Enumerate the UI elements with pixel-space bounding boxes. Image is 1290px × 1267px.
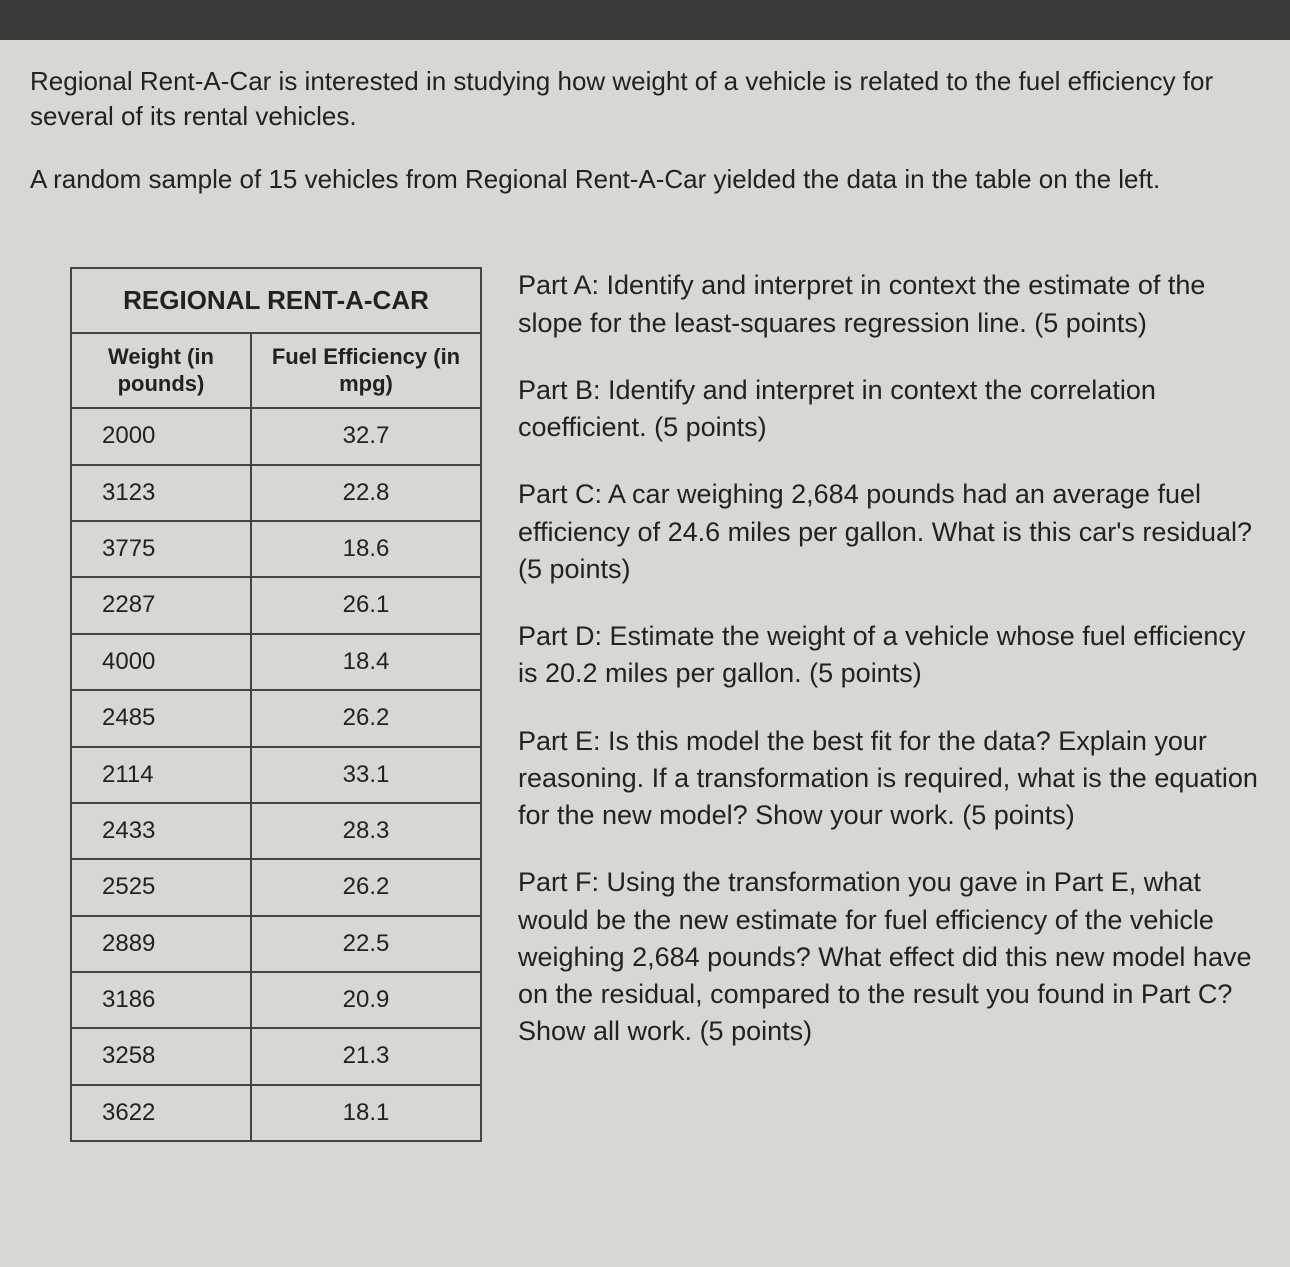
table-row: 252526.2 — [71, 859, 481, 915]
content-region: REGIONAL RENT-A-CAR Weight (in pounds) F… — [30, 267, 1260, 1142]
cell-weight: 4000 — [71, 634, 251, 690]
data-table: REGIONAL RENT-A-CAR Weight (in pounds) F… — [70, 267, 482, 1142]
cell-weight: 2433 — [71, 803, 251, 859]
document-page: Regional Rent-A-Car is interested in stu… — [0, 40, 1290, 1267]
cell-mpg: 22.8 — [251, 465, 481, 521]
col-header-0: Weight (in pounds) — [108, 344, 214, 395]
cell-weight: 2114 — [71, 747, 251, 803]
cell-mpg: 26.1 — [251, 577, 481, 633]
table-container: REGIONAL RENT-A-CAR Weight (in pounds) F… — [30, 267, 482, 1142]
cell-weight: 2485 — [71, 690, 251, 746]
part-c: Part C: A car weighing 2,684 pounds had … — [518, 476, 1260, 588]
table-row: 211433.1 — [71, 747, 481, 803]
cell-weight: 3622 — [71, 1085, 251, 1141]
cell-weight: 2287 — [71, 577, 251, 633]
table-col-weight: Weight (in pounds) — [71, 333, 251, 408]
table-body: 200032.7 312322.8 377518.6 228726.1 4000… — [71, 408, 481, 1141]
cell-weight: 3186 — [71, 972, 251, 1028]
part-b: Part B: Identify and interpret in contex… — [518, 372, 1260, 447]
table-title: REGIONAL RENT-A-CAR — [71, 268, 481, 333]
table-row: 228726.1 — [71, 577, 481, 633]
table-row: 362218.1 — [71, 1085, 481, 1141]
table-row: 288922.5 — [71, 916, 481, 972]
cell-mpg: 21.3 — [251, 1028, 481, 1084]
table-row: 243328.3 — [71, 803, 481, 859]
cell-mpg: 18.6 — [251, 521, 481, 577]
cell-weight: 3258 — [71, 1028, 251, 1084]
cell-weight: 3775 — [71, 521, 251, 577]
part-f: Part F: Using the transformation you gav… — [518, 864, 1260, 1050]
part-a: Part A: Identify and interpret in contex… — [518, 267, 1260, 342]
table-row: 248526.2 — [71, 690, 481, 746]
top-bar — [0, 0, 1290, 40]
cell-weight: 2889 — [71, 916, 251, 972]
cell-mpg: 26.2 — [251, 859, 481, 915]
cell-mpg: 20.9 — [251, 972, 481, 1028]
questions-column: Part A: Identify and interpret in contex… — [518, 267, 1260, 1080]
cell-weight: 2525 — [71, 859, 251, 915]
table-row: 312322.8 — [71, 465, 481, 521]
table-row: 377518.6 — [71, 521, 481, 577]
intro-paragraph-2: A random sample of 15 vehicles from Regi… — [30, 162, 1260, 197]
cell-mpg: 18.4 — [251, 634, 481, 690]
intro-paragraph-1: Regional Rent-A-Car is interested in stu… — [30, 64, 1260, 134]
cell-mpg: 28.3 — [251, 803, 481, 859]
table-col-mpg: Fuel Efficiency (in mpg) — [251, 333, 481, 408]
cell-mpg: 18.1 — [251, 1085, 481, 1141]
cell-mpg: 32.7 — [251, 408, 481, 464]
table-row: 200032.7 — [71, 408, 481, 464]
part-d: Part D: Estimate the weight of a vehicle… — [518, 618, 1260, 693]
cell-weight: 3123 — [71, 465, 251, 521]
part-e: Part E: Is this model the best fit for t… — [518, 723, 1260, 835]
cell-mpg: 22.5 — [251, 916, 481, 972]
table-row: 325821.3 — [71, 1028, 481, 1084]
cell-mpg: 33.1 — [251, 747, 481, 803]
cell-weight: 2000 — [71, 408, 251, 464]
col-header-1: Fuel Efficiency (in mpg) — [272, 344, 460, 395]
cell-mpg: 26.2 — [251, 690, 481, 746]
table-row: 318620.9 — [71, 972, 481, 1028]
table-row: 400018.4 — [71, 634, 481, 690]
